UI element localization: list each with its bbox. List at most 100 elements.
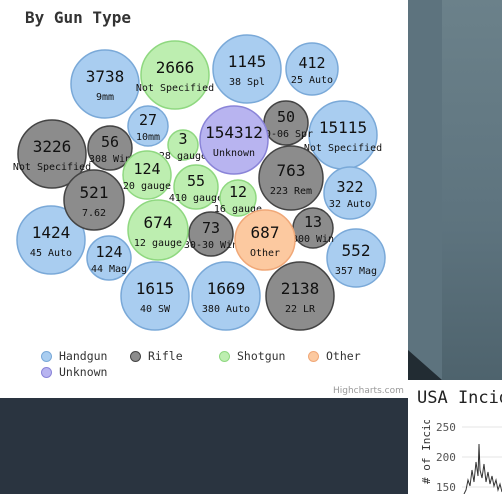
legend-label-unknown[interactable]: Unknown [59, 365, 108, 379]
bubble-name-label: 10mm [136, 132, 160, 143]
bubble-name-label: 32 Auto [329, 199, 371, 210]
bubble-handgun[interactable]: 1669 380 Auto [191, 261, 261, 331]
bubble-value-label: 521 [80, 183, 109, 202]
bubble-circle[interactable] [86, 235, 132, 281]
bubble-circle[interactable] [212, 34, 282, 104]
bubble-name-label: 7.62 [82, 208, 106, 219]
bubble-rifle[interactable]: 73 30-30 Win [184, 211, 238, 257]
y-tick-label: 250 [436, 421, 456, 434]
bubble-circle[interactable] [127, 199, 189, 261]
bubble-circle[interactable] [285, 42, 339, 96]
bubble-circle[interactable] [265, 261, 335, 331]
bubble-name-label: Not Specified [13, 162, 91, 173]
bubble-circle[interactable] [167, 129, 199, 161]
bubble-shotgun[interactable]: 55 410 gauge [169, 164, 223, 210]
bubble-handgun[interactable]: 3738 9mm [70, 49, 140, 119]
bubble-value-label: 50 [277, 108, 295, 126]
bubble-handgun[interactable]: 1615 40 SW [120, 261, 190, 331]
bubble-rifle[interactable]: 56 308 Win [87, 125, 133, 171]
legend-label-shotgun[interactable]: Shotgun [237, 349, 286, 363]
incidents-line-series [462, 426, 502, 494]
bubble-name-label: 28 gauge [159, 151, 207, 162]
bubble-circle[interactable] [326, 228, 386, 288]
bubble-handgun[interactable]: 552 357 Mag [326, 228, 386, 288]
bubble-value-label: 56 [101, 133, 119, 151]
bubble-name-label: 223 Rem [270, 186, 312, 197]
bubble-circle[interactable] [140, 40, 210, 110]
bubble-handgun[interactable]: 1424 45 Auto [16, 205, 86, 275]
bubble-unknown[interactable]: 154312 Unknown [199, 105, 269, 175]
bubble-rifle[interactable]: 13 300 Win [292, 207, 334, 249]
legend-label-other[interactable]: Other [326, 349, 361, 363]
bubble-value-label: 322 [336, 178, 363, 196]
bubble-plot: 3738 9mm 1145 38 Spl 412 25 Auto 27 10mm 15115 No… [13, 34, 386, 331]
bubble-handgun[interactable]: 15115 Not Specified [304, 100, 382, 170]
bubble-value-label: 27 [139, 111, 157, 129]
bubble-circle[interactable] [234, 209, 296, 271]
bubble-name-label: 45 Auto [30, 248, 72, 259]
bubble-circle[interactable] [127, 105, 169, 147]
bubble-name-label: 30-06 Spr [259, 129, 313, 140]
y-tick-label: 150 [436, 481, 456, 494]
bubble-value-label: 3 [178, 130, 187, 148]
bubble-name-label: 380 Auto [202, 304, 250, 315]
bubble-name-label: 308 Win [89, 154, 131, 165]
legend-marker-rifle[interactable] [130, 351, 141, 362]
bubble-name-label: 30-30 Win [184, 240, 238, 251]
bubble-name-label: 20 gauge [123, 181, 171, 192]
bubble-value-label: 674 [144, 213, 173, 232]
bubble-shotgun[interactable]: 674 12 gauge [127, 199, 189, 261]
bubble-name-label: Not Specified [304, 143, 382, 154]
chart-title: By Gun Type [25, 8, 131, 27]
legend-marker-other[interactable] [308, 351, 319, 362]
bubble-value-label: 73 [202, 219, 220, 237]
bubble-value-label: 2666 [156, 58, 195, 77]
bubble-circle[interactable] [323, 166, 377, 220]
bubble-rifle[interactable]: 50 30-06 Spr [259, 100, 313, 146]
legend-marker-shotgun[interactable] [219, 351, 230, 362]
bubble-rifle[interactable]: 763 223 Rem [258, 145, 324, 211]
bubble-shotgun[interactable]: 12 16 gauge [214, 179, 262, 217]
bubble-name-label: Other [250, 248, 280, 259]
legend-label-rifle[interactable]: Rifle [148, 349, 183, 363]
bubble-shotgun[interactable]: 124 20 gauge [122, 150, 172, 200]
bubble-value-label: 1669 [207, 279, 246, 298]
bubble-handgun[interactable]: 412 25 Auto [285, 42, 339, 96]
bubble-circle[interactable] [122, 150, 172, 200]
bubble-circle[interactable] [258, 145, 324, 211]
bubble-circle[interactable] [16, 205, 86, 275]
bubble-other[interactable]: 687 Other [234, 209, 296, 271]
bubble-shotgun[interactable]: 2666 Not Specified [136, 40, 214, 110]
bubble-circle[interactable] [173, 164, 219, 210]
legend-marker-unknown[interactable] [41, 367, 52, 378]
legend-marker-handgun[interactable] [41, 351, 52, 362]
bubble-rifle[interactable]: 521 7.62 [63, 169, 125, 231]
bubble-circle[interactable] [70, 49, 140, 119]
bubble-handgun[interactable]: 27 10mm [127, 105, 169, 147]
bubble-shotgun[interactable]: 3 28 gauge [159, 129, 207, 162]
bubble-handgun[interactable]: 1145 38 Spl [212, 34, 282, 104]
bubble-value-label: 763 [277, 161, 306, 180]
bubble-handgun[interactable]: 124 44 Mag [86, 235, 132, 281]
bubble-handgun[interactable]: 322 32 Auto [323, 166, 377, 220]
bubble-circle[interactable] [188, 211, 234, 257]
bubble-circle[interactable] [191, 261, 261, 331]
bubble-rifle[interactable]: 3226 Not Specified [13, 119, 91, 189]
footer-background [0, 398, 408, 494]
bubble-name-label: 9mm [96, 92, 114, 103]
credits-link[interactable]: Highcharts.com [333, 386, 404, 396]
bubble-circle[interactable] [17, 119, 87, 189]
y-tick-label: 200 [436, 451, 456, 464]
bubble-value-label: 124 [95, 243, 122, 261]
bubble-value-label: 55 [187, 172, 205, 190]
bubble-circle[interactable] [219, 179, 257, 217]
bubble-chart-card: By Gun Type 3738 9mm 1145 38 Spl 412 25 Auto 2… [8, 0, 408, 398]
bubble-circle[interactable] [87, 125, 133, 171]
legend-label-handgun[interactable]: Handgun [59, 349, 108, 363]
bubble-name-label: 38 Spl [229, 77, 265, 88]
bubble-circle[interactable] [63, 169, 125, 231]
bubble-name-label: 22 LR [285, 304, 316, 315]
bubble-circle[interactable] [199, 105, 269, 175]
bubble-circle[interactable] [120, 261, 190, 331]
bubble-rifle[interactable]: 2138 22 LR [265, 261, 335, 331]
